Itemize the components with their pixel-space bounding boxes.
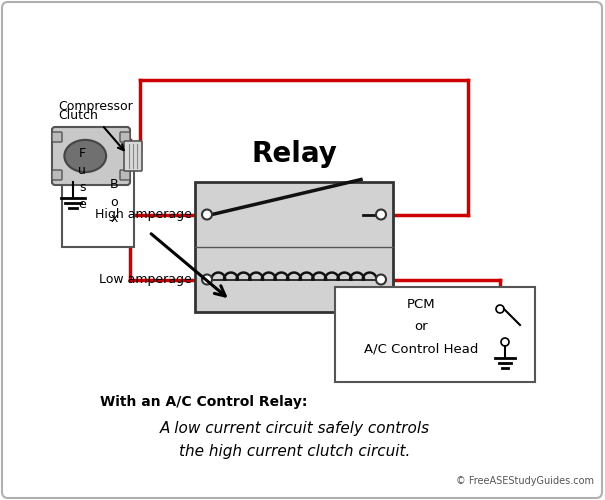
Ellipse shape (64, 140, 106, 172)
Circle shape (496, 305, 504, 313)
Text: F
u
s
e: F u s e (78, 147, 86, 211)
FancyBboxPatch shape (120, 170, 130, 180)
Text: B
o
x: B o x (110, 178, 118, 226)
Text: Low amperage: Low amperage (99, 273, 192, 286)
FancyBboxPatch shape (52, 170, 62, 180)
Text: Relay: Relay (251, 140, 337, 168)
Text: PCM
or
A/C Control Head: PCM or A/C Control Head (364, 298, 478, 356)
FancyBboxPatch shape (120, 132, 130, 142)
Text: A low current circuit safely controls
the high current clutch circuit.: A low current circuit safely controls th… (160, 421, 430, 459)
Circle shape (501, 338, 509, 346)
Circle shape (376, 274, 386, 284)
FancyBboxPatch shape (335, 287, 535, 382)
Circle shape (202, 210, 212, 220)
FancyBboxPatch shape (52, 127, 130, 185)
Text: Clutch: Clutch (58, 109, 98, 122)
Text: Compressor: Compressor (58, 100, 132, 113)
FancyBboxPatch shape (62, 147, 134, 247)
Text: High amperage: High amperage (95, 208, 192, 221)
Circle shape (202, 274, 212, 284)
Text: © FreeASEStudyGuides.com: © FreeASEStudyGuides.com (456, 476, 594, 486)
FancyBboxPatch shape (124, 141, 142, 171)
Circle shape (376, 210, 386, 220)
FancyBboxPatch shape (195, 182, 393, 312)
Text: With an A/C Control Relay:: With an A/C Control Relay: (100, 395, 307, 409)
FancyBboxPatch shape (52, 132, 62, 142)
